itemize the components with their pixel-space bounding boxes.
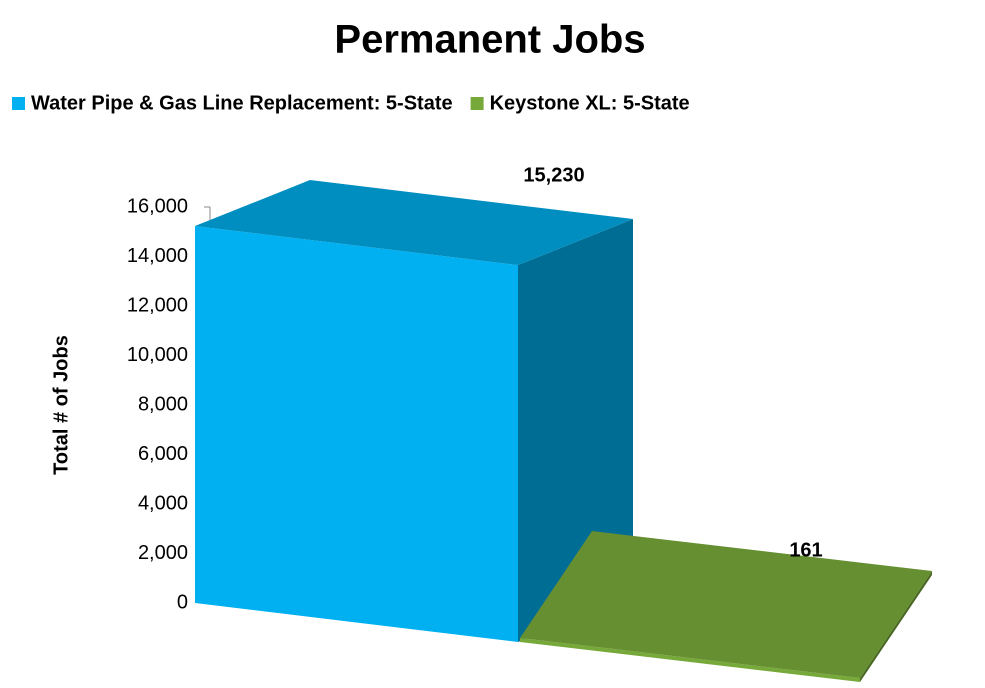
bar-top <box>520 531 932 679</box>
y-tick-label: 10,000 <box>127 344 188 366</box>
y-tick-label: 0 <box>177 591 188 613</box>
y-axis-label: Total # of Jobs <box>50 335 72 475</box>
y-tick-label: 16,000 <box>127 195 188 217</box>
legend-label: Keystone XL: 5-State <box>490 92 690 114</box>
y-tick-label: 8,000 <box>138 393 188 415</box>
y-tick-label: 2,000 <box>138 542 188 564</box>
bar <box>520 531 932 682</box>
legend-swatch <box>470 97 484 110</box>
bar-top <box>195 180 633 266</box>
y-tick-label: 12,000 <box>127 294 188 316</box>
chart-title: Permanent Jobs <box>334 18 645 62</box>
y-tick-label: 6,000 <box>138 443 188 465</box>
bar <box>195 180 633 642</box>
bar-front <box>520 638 860 682</box>
legend-label: Water Pipe & Gas Line Replacement: 5-Sta… <box>31 92 453 114</box>
bar-front <box>195 226 518 642</box>
bar-side <box>860 571 932 682</box>
data-label: 161 <box>789 539 822 561</box>
y-tick-label: 4,000 <box>138 492 188 514</box>
data-label: 15,230 <box>523 164 584 186</box>
legend-swatch <box>12 97 25 110</box>
y-tick-label: 14,000 <box>127 245 188 267</box>
